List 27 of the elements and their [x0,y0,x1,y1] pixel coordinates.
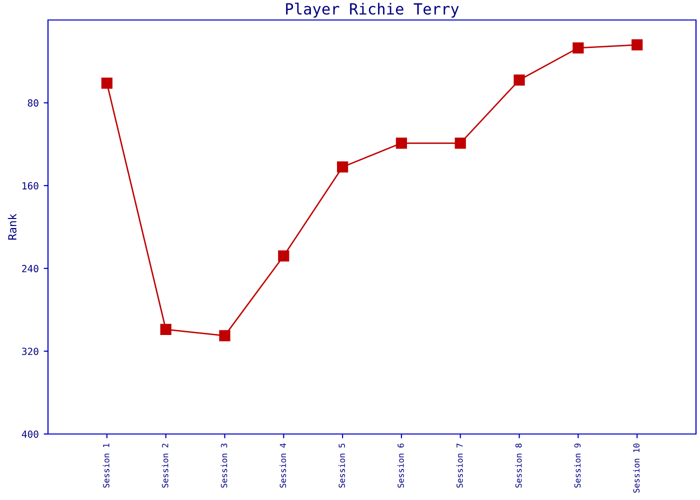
x-tick-label: Session 7 [456,444,463,488]
y-tick-label: 80 [28,99,38,107]
x-tick-label: Session 6 [397,444,404,488]
x-tick-label: Session 9 [574,444,581,488]
point [278,250,290,262]
y-tick-label: 160 [22,182,38,190]
point [572,42,584,54]
point [514,74,525,86]
x-tick-label: Session 1 [102,444,110,488]
x-tick-label: Session 8 [515,444,522,488]
y-tick-label: 240 [22,264,38,272]
y-tick-label: 320 [22,348,38,356]
x-tick-label: Session 5 [338,444,345,488]
y-axis-title: Rank [8,214,16,240]
point [396,138,408,149]
x-tick-label: Session 4 [280,443,286,488]
x-tick-label: Session 3 [220,444,228,488]
x-tick-label: Session 2 [162,444,168,488]
point [336,161,348,173]
chart-title: Player Richie Terry [286,2,459,18]
y-tick-label: 400 [22,430,38,438]
point [101,78,112,89]
point [454,138,466,149]
point [219,330,230,342]
point [632,39,643,50]
point [160,324,172,336]
x-tick-label: Session 10 [633,444,640,493]
